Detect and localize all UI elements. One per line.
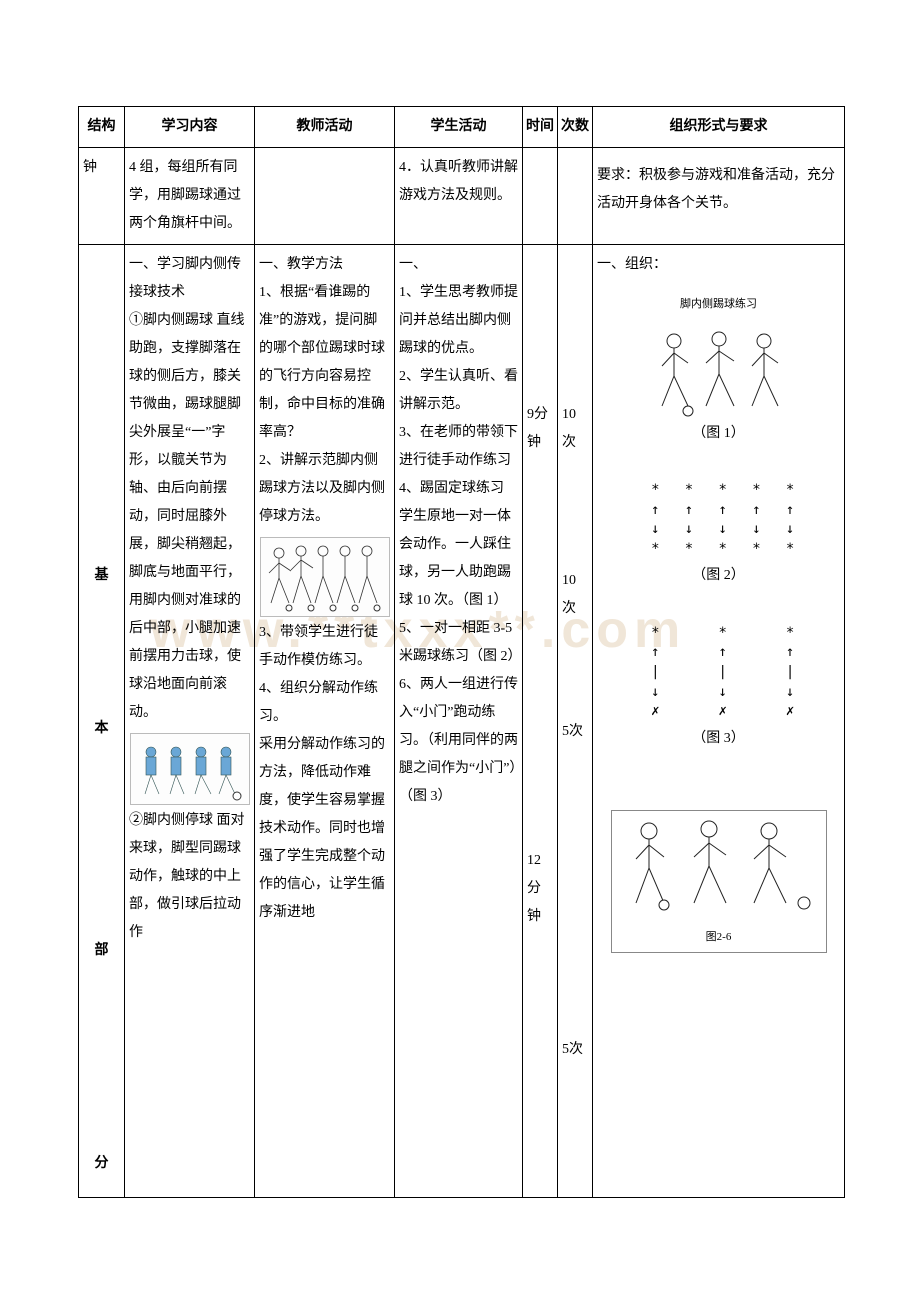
fig3-caption: （图 3） <box>597 728 840 750</box>
content-p2: ②脚内侧停球 面对来球，脚型同踢球动作，触球的中上部，做引球后拉动作 <box>129 807 250 947</box>
org-title: 一、组织： <box>597 251 840 279</box>
content-cell: 4 组，每组所有同学，用脚踢球通过两个角旗杆中间。 <box>125 147 255 244</box>
fig4-frame: 图2-6 <box>611 810 827 953</box>
structure-cell-main: 基 本 部 分 <box>79 244 125 1197</box>
time-value: 12分钟 <box>527 853 541 924</box>
content-title: 一、学习脚内侧传接球技术 <box>129 251 250 307</box>
student-title: 一、 <box>399 251 518 279</box>
org-cell: 一、组织： 脚内侧踢球练习 <box>593 244 845 1197</box>
fig4-illustration <box>614 813 818 913</box>
count-value: 10次 <box>562 573 576 616</box>
structure-cell-clock: 钟 <box>79 147 125 244</box>
col-student: 学生活动 <box>395 107 523 148</box>
teacher-p5: 采用分解动作练习的方法，降低动作难度，使学生容易掌握技术动作。同时也增强了学生完… <box>259 731 390 927</box>
teacher-p4: 4、组织分解动作练习。 <box>259 675 390 731</box>
fig1-caption: （图 1） <box>597 423 840 445</box>
count-value: 10次 <box>562 407 576 450</box>
fig1-illustration <box>644 321 794 421</box>
col-content: 学习内容 <box>125 107 255 148</box>
fig2-caption: （图 2） <box>597 565 840 587</box>
time-value: 9分钟 <box>527 407 548 450</box>
time-cell <box>523 147 558 244</box>
count-value: 5次 <box>562 1042 583 1057</box>
student-p3: 3、在老师的带领下进行徒手动作练习 <box>399 419 518 475</box>
teacher-demo-illustration <box>260 537 390 617</box>
table-row: 钟 4 组，每组所有同学，用脚踢球通过两个角旗杆中间。 4．认真听教师讲解游戏方… <box>79 147 845 244</box>
structure-char: 分 <box>95 1157 109 1171</box>
student-p2: 2、学生认真听、看讲解示范。 <box>399 363 518 419</box>
col-count: 次数 <box>558 107 593 148</box>
student-cell: 4．认真听教师讲解游戏方法及规则。 <box>395 147 523 244</box>
fig2-diagram: * * * * * ↑ ↑ ↑ ↑ ↑ ↓ ↓ ↓ ↓ ↓ * * * * * <box>597 481 840 559</box>
student-cell: 一、 1、学生思考教师提问并总结出脚内侧踢球的优点。 2、学生认真听、看讲解示范… <box>395 244 523 1197</box>
fig3-diagram: * * * ↑ ↑ ↑ | | | ↓ ↓ ↓ ✗ ✗ ✗ <box>597 624 840 722</box>
teacher-p2: 2、讲解示范脚内侧踢球方法以及脚内侧停球方法。 <box>259 447 390 531</box>
table-header-row: 结构 学习内容 教师活动 学生活动 时间 次数 组织形式与要求 <box>79 107 845 148</box>
fig4-caption: 图2-6 <box>614 924 824 952</box>
content-cell: 一、学习脚内侧传接球技术 ①脚内侧踢球 直线助跑，支撑脚落在球的侧后方，膝关节微… <box>125 244 255 1197</box>
fig1-title: 脚内侧踢球练习 <box>597 293 840 315</box>
teacher-p3: 3、带领学生进行徒手动作模仿练习。 <box>259 619 390 675</box>
structure-char: 部 <box>95 944 109 958</box>
student-p6: 6、两人一组进行传入“小门”跑动练习。（利用同伴的两腿之间作为“小门”）（图 3… <box>399 671 518 811</box>
col-org: 组织形式与要求 <box>593 107 845 148</box>
time-cell: 9分钟 12分钟 <box>523 244 558 1197</box>
col-teacher: 教师活动 <box>255 107 395 148</box>
count-cell <box>558 147 593 244</box>
structure-char: 本 <box>95 722 109 736</box>
teacher-cell <box>255 147 395 244</box>
student-p1: 1、学生思考教师提问并总结出脚内侧踢球的优点。 <box>399 279 518 363</box>
lesson-plan-table: 结构 学习内容 教师活动 学生活动 时间 次数 组织形式与要求 钟 4 组，每组… <box>78 106 845 1198</box>
structure-char: 基 <box>95 569 109 583</box>
student-p5: 5、一对一相距 3-5 米踢球练习（图 2） <box>399 615 518 671</box>
teacher-p1: 1、根据“看谁踢的准”的游戏，提问脚的哪个部位踢球时球的飞行方向容易控制，命中目… <box>259 279 390 447</box>
table-row: 基 本 部 分 一、学习脚内侧传接球技术 ①脚内侧踢球 直线助跑，支撑脚落在球的… <box>79 244 845 1197</box>
org-cell: 要求：积极参与游戏和准备活动，充分活动开身体各个关节。 <box>593 147 845 244</box>
col-time: 时间 <box>523 107 558 148</box>
kicking-demo-illustration <box>130 733 250 805</box>
org-text: 要求：积极参与游戏和准备活动，充分活动开身体各个关节。 <box>597 168 835 211</box>
student-p4: 4、踢固定球练习 学生原地一对一体会动作。一人踩住球，另一人助跑踢球 10 次。… <box>399 475 518 615</box>
col-structure: 结构 <box>79 107 125 148</box>
count-value: 5次 <box>562 724 583 739</box>
count-cell: 10次 10次 5次 5次 <box>558 244 593 1197</box>
content-p1: ①脚内侧踢球 直线助跑，支撑脚落在球的侧后方，膝关节微曲，踢球腿脚尖外展呈“一”… <box>129 307 250 727</box>
teacher-title: 一、教学方法 <box>259 251 390 279</box>
teacher-cell: 一、教学方法 1、根据“看谁踢的准”的游戏，提问脚的哪个部位踢球时球的飞行方向容… <box>255 244 395 1197</box>
